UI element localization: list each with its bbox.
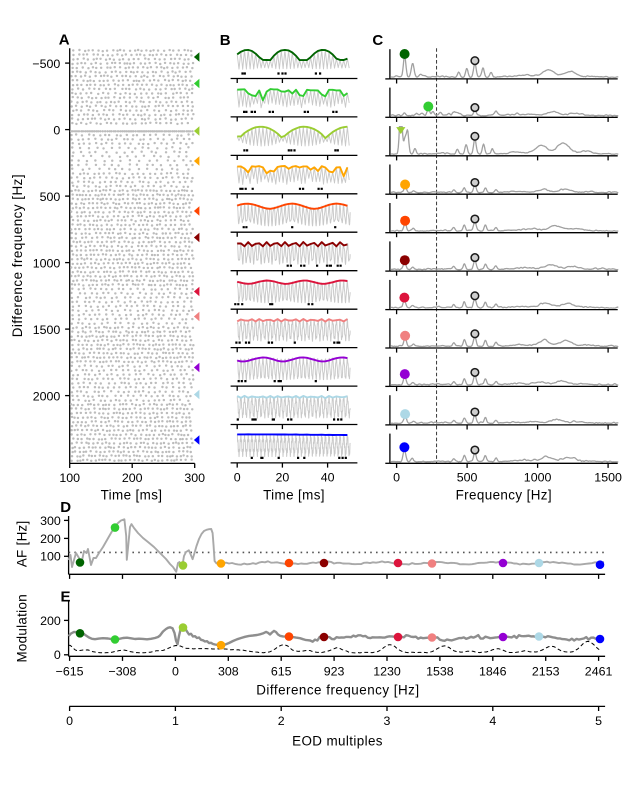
- svg-text:923: 923: [324, 665, 345, 679]
- svg-text:D: D: [60, 499, 71, 516]
- svg-text:0: 0: [234, 471, 241, 485]
- svg-text:E: E: [61, 589, 71, 606]
- svg-text:200: 200: [40, 614, 61, 628]
- svg-text:500: 500: [457, 471, 478, 485]
- svg-text:−615: −615: [56, 665, 84, 679]
- svg-text:2153: 2153: [532, 665, 560, 679]
- svg-text:Frequency [Hz]: Frequency [Hz]: [456, 488, 552, 503]
- svg-text:5: 5: [595, 714, 602, 728]
- svg-text:Time [ms]: Time [ms]: [263, 488, 325, 503]
- svg-text:20: 20: [276, 471, 290, 485]
- svg-text:4: 4: [489, 714, 496, 728]
- svg-text:2461: 2461: [585, 665, 613, 679]
- svg-text:0: 0: [393, 471, 400, 485]
- svg-text:1: 1: [172, 714, 179, 728]
- svg-text:1000: 1000: [33, 256, 61, 270]
- svg-text:100: 100: [59, 471, 80, 485]
- svg-text:500: 500: [40, 190, 61, 204]
- svg-text:40: 40: [321, 471, 335, 485]
- svg-text:C: C: [372, 32, 383, 49]
- svg-text:0: 0: [172, 665, 179, 679]
- svg-text:Time [ms]: Time [ms]: [101, 488, 163, 503]
- svg-text:0: 0: [54, 648, 61, 662]
- svg-text:308: 308: [218, 665, 239, 679]
- svg-text:A: A: [59, 32, 70, 49]
- svg-text:1538: 1538: [426, 665, 454, 679]
- svg-text:200: 200: [40, 532, 61, 546]
- svg-text:−500: −500: [32, 57, 60, 71]
- svg-text:1500: 1500: [33, 323, 61, 337]
- svg-text:−308: −308: [109, 665, 137, 679]
- svg-text:1500: 1500: [594, 471, 622, 485]
- svg-text:0: 0: [53, 123, 60, 137]
- svg-text:Difference frequency [Hz]: Difference frequency [Hz]: [10, 174, 25, 337]
- svg-text:3: 3: [384, 714, 391, 728]
- svg-text:2000: 2000: [33, 389, 61, 403]
- svg-text:Difference frequency [Hz]: Difference frequency [Hz]: [256, 682, 419, 697]
- svg-text:300: 300: [40, 514, 61, 528]
- svg-text:100: 100: [40, 550, 61, 564]
- svg-text:615: 615: [271, 665, 292, 679]
- svg-text:Modulation: Modulation: [14, 594, 29, 663]
- svg-text:1230: 1230: [373, 665, 401, 679]
- svg-text:1000: 1000: [524, 471, 552, 485]
- svg-text:1846: 1846: [479, 665, 507, 679]
- svg-text:B: B: [220, 32, 231, 49]
- svg-text:AF [Hz]: AF [Hz]: [14, 520, 29, 567]
- svg-text:0: 0: [66, 714, 73, 728]
- svg-text:EOD multiples: EOD multiples: [292, 734, 383, 749]
- svg-text:2: 2: [278, 714, 285, 728]
- svg-text:200: 200: [122, 471, 143, 485]
- svg-text:300: 300: [184, 471, 205, 485]
